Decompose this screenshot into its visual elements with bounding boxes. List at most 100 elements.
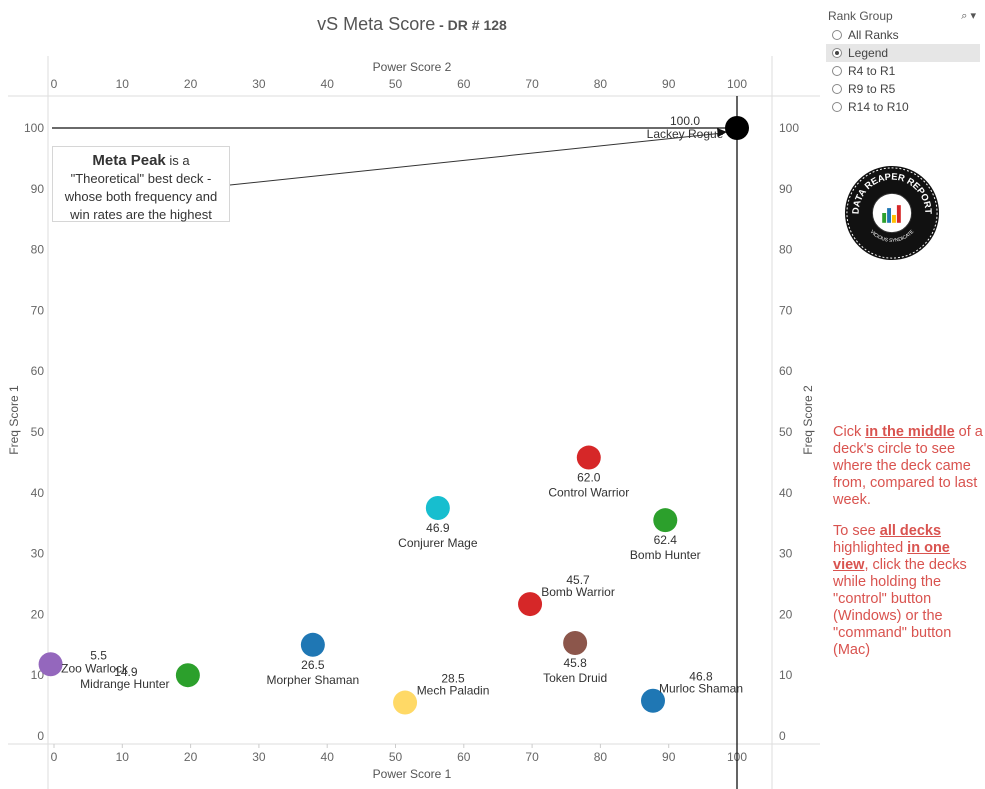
x-tick-top: 30 (252, 77, 266, 91)
y-tick-left: 50 (31, 425, 45, 439)
deck-name-label: Morpher Shaman (266, 673, 359, 687)
deck-name-label: Bomb Hunter (630, 548, 701, 562)
y-tick-left: 30 (31, 547, 45, 561)
y-tick-right: 90 (779, 182, 793, 196)
deck-score-label: 45.7 (566, 573, 590, 587)
x-tick-bottom: 30 (252, 750, 266, 764)
rank-option-label: R4 to R1 (848, 64, 896, 78)
rank-option-r9-to-r5[interactable]: R9 to R5 (826, 80, 980, 98)
deck-score-label: 62.0 (577, 471, 601, 485)
search-icon[interactable]: ⌕ (961, 10, 968, 22)
deck-score-label: 14.9 (114, 665, 138, 679)
rank-group-filter: Rank Group ⌕ ▾ All Ranks Legend R4 to R1 R9… (826, 6, 980, 116)
radio-button[interactable] (832, 66, 842, 76)
deck-name-label: Lackey Rogue (647, 127, 724, 141)
x-tick-top: 0 (51, 77, 58, 91)
x-tick-bottom: 70 (525, 750, 539, 764)
y-tick-left: 70 (31, 303, 45, 317)
x-tick-top: 20 (184, 77, 198, 91)
deck-point-midrange-hunter[interactable] (175, 663, 200, 688)
y-tick-left: 80 (31, 243, 45, 257)
deck-point-zoo-warlock[interactable] (38, 652, 63, 677)
callout-text-1: is a (165, 153, 190, 168)
rank-group-title: Rank Group (828, 9, 893, 23)
x-tick-bottom: 20 (184, 750, 198, 764)
radio-button[interactable] (832, 102, 842, 112)
deck-point-conjurer-mage[interactable] (425, 496, 450, 520)
y-tick-right: 30 (779, 547, 793, 561)
y-tick-right: 100 (779, 121, 799, 135)
deck-point-control-warrior[interactable] (576, 445, 601, 470)
meta-peak-lines (52, 96, 738, 789)
rank-option-all-ranks[interactable]: All Ranks (826, 26, 980, 44)
deck-score-label: 46.9 (426, 521, 450, 535)
x-tick-bottom: 40 (321, 750, 335, 764)
x-tick-top: 90 (662, 77, 676, 91)
y-tick-right: 80 (779, 243, 793, 257)
data-reaper-report-logo: DATA REAPER REPORT VICIOUS SYNDICATE (844, 165, 940, 261)
y-tick-left: 0 (37, 729, 44, 743)
deck-name-label: Murloc Shaman (659, 682, 743, 696)
deck-point-murloc-shaman[interactable] (640, 688, 665, 713)
radio-button[interactable] (832, 48, 842, 58)
deck-point-bomb-warrior[interactable] (518, 592, 543, 617)
help-paragraph-2: To see all decks highlighted in one view… (833, 523, 967, 658)
y-tick-right: 20 (779, 607, 793, 621)
y-tick-right: 40 (779, 486, 793, 500)
x-tick-bottom: 10 (116, 750, 130, 764)
deck-point-mech-paladin[interactable] (393, 690, 418, 715)
help-text: Cick in the middle of a deck's circle to… (833, 424, 983, 673)
x-tick-top: 40 (321, 77, 335, 91)
axes: 0010102020303040405050606070708080909010… (8, 56, 820, 789)
deck-score-label: 62.4 (654, 533, 678, 547)
y-axis-title-left: Freq Score 1 (7, 385, 21, 455)
y-tick-right: 10 (779, 668, 793, 682)
x-axis-title-top: Power Score 2 (373, 60, 452, 74)
y-tick-right: 70 (779, 303, 793, 317)
deck-point-bomb-hunter[interactable] (653, 508, 678, 533)
deck-point-token-druid[interactable] (563, 630, 588, 655)
deck-point-morpher-shaman[interactable] (300, 632, 325, 657)
callout-text-4: win rates are the highest (70, 207, 212, 222)
y-axis-title-right: Freq Score 2 (801, 385, 815, 455)
y-tick-right: 50 (779, 425, 793, 439)
x-tick-top: 10 (116, 77, 130, 91)
deck-name-label: Control Warrior (548, 486, 629, 500)
x-tick-bottom: 80 (594, 750, 608, 764)
x-tick-bottom: 50 (389, 750, 403, 764)
callout-title: Meta Peak (92, 152, 166, 169)
y-tick-left: 40 (31, 486, 45, 500)
deck-name-label: Mech Paladin (417, 684, 490, 698)
deck-name-label: Zoo Warlock (61, 661, 129, 675)
radio-button[interactable] (832, 30, 842, 40)
y-tick-left: 60 (31, 364, 45, 378)
y-tick-right: 60 (779, 364, 793, 378)
caret-down-icon[interactable]: ▾ (970, 10, 976, 22)
rank-option-r14-to-r10[interactable]: R14 to R10 (826, 98, 980, 116)
x-tick-top: 100 (727, 77, 747, 91)
x-tick-top: 50 (389, 77, 403, 91)
rank-option-r4-to-r1[interactable]: R4 to R1 (826, 62, 980, 80)
callout-arrowhead (717, 128, 727, 137)
deck-point-lackey-rogue[interactable] (725, 116, 749, 140)
deck-name-label: Conjurer Mage (398, 536, 478, 550)
rank-option-label: Legend (848, 46, 889, 60)
rank-group-options: All Ranks Legend R4 to R1 R9 to R5 R14 to R1… (826, 26, 980, 116)
x-tick-bottom: 60 (457, 750, 471, 764)
deck-score-label: 46.8 (689, 670, 713, 684)
x-tick-top: 80 (594, 77, 608, 91)
x-tick-bottom: 0 (51, 750, 58, 764)
deck-name-label: Token Druid (543, 671, 607, 685)
callout-arrow (229, 132, 724, 186)
deck-score-label: 26.5 (301, 658, 325, 672)
y-tick-left: 20 (31, 607, 45, 621)
chart-title: vS Meta Score - DR # 128 (317, 14, 507, 34)
radio-button[interactable] (832, 84, 842, 94)
x-tick-top: 60 (457, 77, 471, 91)
rank-option-legend[interactable]: Legend (826, 44, 980, 62)
y-tick-left: 90 (31, 182, 45, 196)
y-tick-left: 10 (31, 668, 45, 682)
rank-option-label: All Ranks (848, 28, 899, 42)
